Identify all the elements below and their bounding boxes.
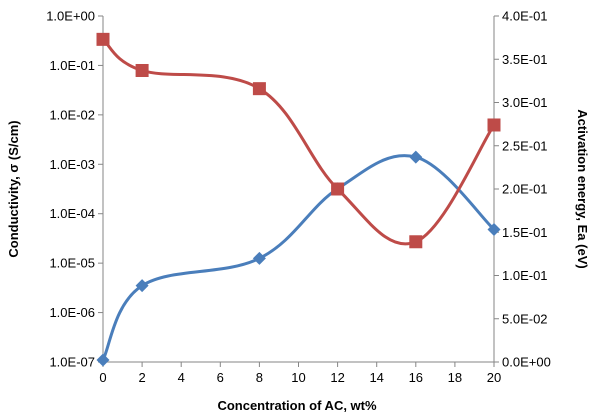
series-1-diamond-marker (487, 222, 501, 236)
left-y-tick-label: 1.0E+00 (46, 9, 95, 24)
series-layer (96, 32, 501, 367)
right-y-tick-label: 2.0E-01 (502, 182, 548, 197)
right-y-tick-label: 0.0E+00 (502, 355, 551, 370)
right-y-tick-label: 3.5E-01 (502, 52, 548, 67)
left-y-tick-label: 1.0E-07 (49, 355, 95, 370)
left-y-tick-label: 1.0E-01 (49, 58, 95, 73)
x-tick-label: 14 (369, 370, 383, 385)
x-tick-label: 6 (217, 370, 224, 385)
right-y-tick-label: 5.0E-02 (502, 311, 548, 326)
x-tick-label: 20 (487, 370, 501, 385)
x-tick-label: 8 (256, 370, 263, 385)
x-tick-label: 10 (291, 370, 305, 385)
x-axis-title: Concentration of AC, wt% (217, 398, 377, 413)
x-tick-label: 2 (138, 370, 145, 385)
x-tick-label: 16 (409, 370, 423, 385)
series-2-square-marker (96, 32, 110, 46)
left-y-tick-label: 1.0E-02 (49, 107, 95, 122)
left-y-tick-label: 1.0E-03 (49, 157, 95, 172)
series-2-square-marker (135, 63, 149, 77)
series-2-square-marker (331, 182, 345, 196)
labels-layer: Concentration of AC, wt% Conductivity, σ… (6, 109, 590, 413)
left-y-axis-title: Conductivity, σ (S/cm) (6, 120, 21, 257)
x-tick-label: 0 (99, 370, 106, 385)
series-1-diamond-marker (252, 251, 266, 265)
left-y-tick-label: 1.0E-04 (49, 206, 95, 221)
left-y-tick-label: 1.0E-05 (49, 256, 95, 271)
series-2-square-marker (409, 235, 423, 249)
x-tick-label: 12 (330, 370, 344, 385)
right-y-tick-label: 1.5E-01 (502, 225, 548, 240)
right-y-axis-title: Activation energy, Ea (eV) (575, 109, 590, 268)
x-tick-label: 18 (448, 370, 462, 385)
series-1-diamond-marker (96, 353, 110, 367)
x-tick-label: 4 (178, 370, 185, 385)
series-2-square-marker (487, 118, 501, 132)
series-2-line (101, 37, 496, 246)
left-y-tick-label: 1.0E-06 (49, 305, 95, 320)
series-1-diamond-marker (135, 279, 149, 293)
right-y-tick-label: 2.5E-01 (502, 138, 548, 153)
axes-layer: 0 2 4 6 8 10 12 14 16 18 20 1.0E+00 1.0E-01 1.0E-02 1.… (46, 9, 551, 386)
series-1-diamond-marker (409, 150, 423, 164)
right-y-tick-label: 4.0E-01 (502, 9, 548, 24)
series-2-square-marker (252, 82, 266, 96)
series-1-line (101, 154, 496, 362)
right-y-tick-label: 3.0E-01 (502, 95, 548, 110)
right-y-tick-label: 1.0E-01 (502, 268, 548, 283)
